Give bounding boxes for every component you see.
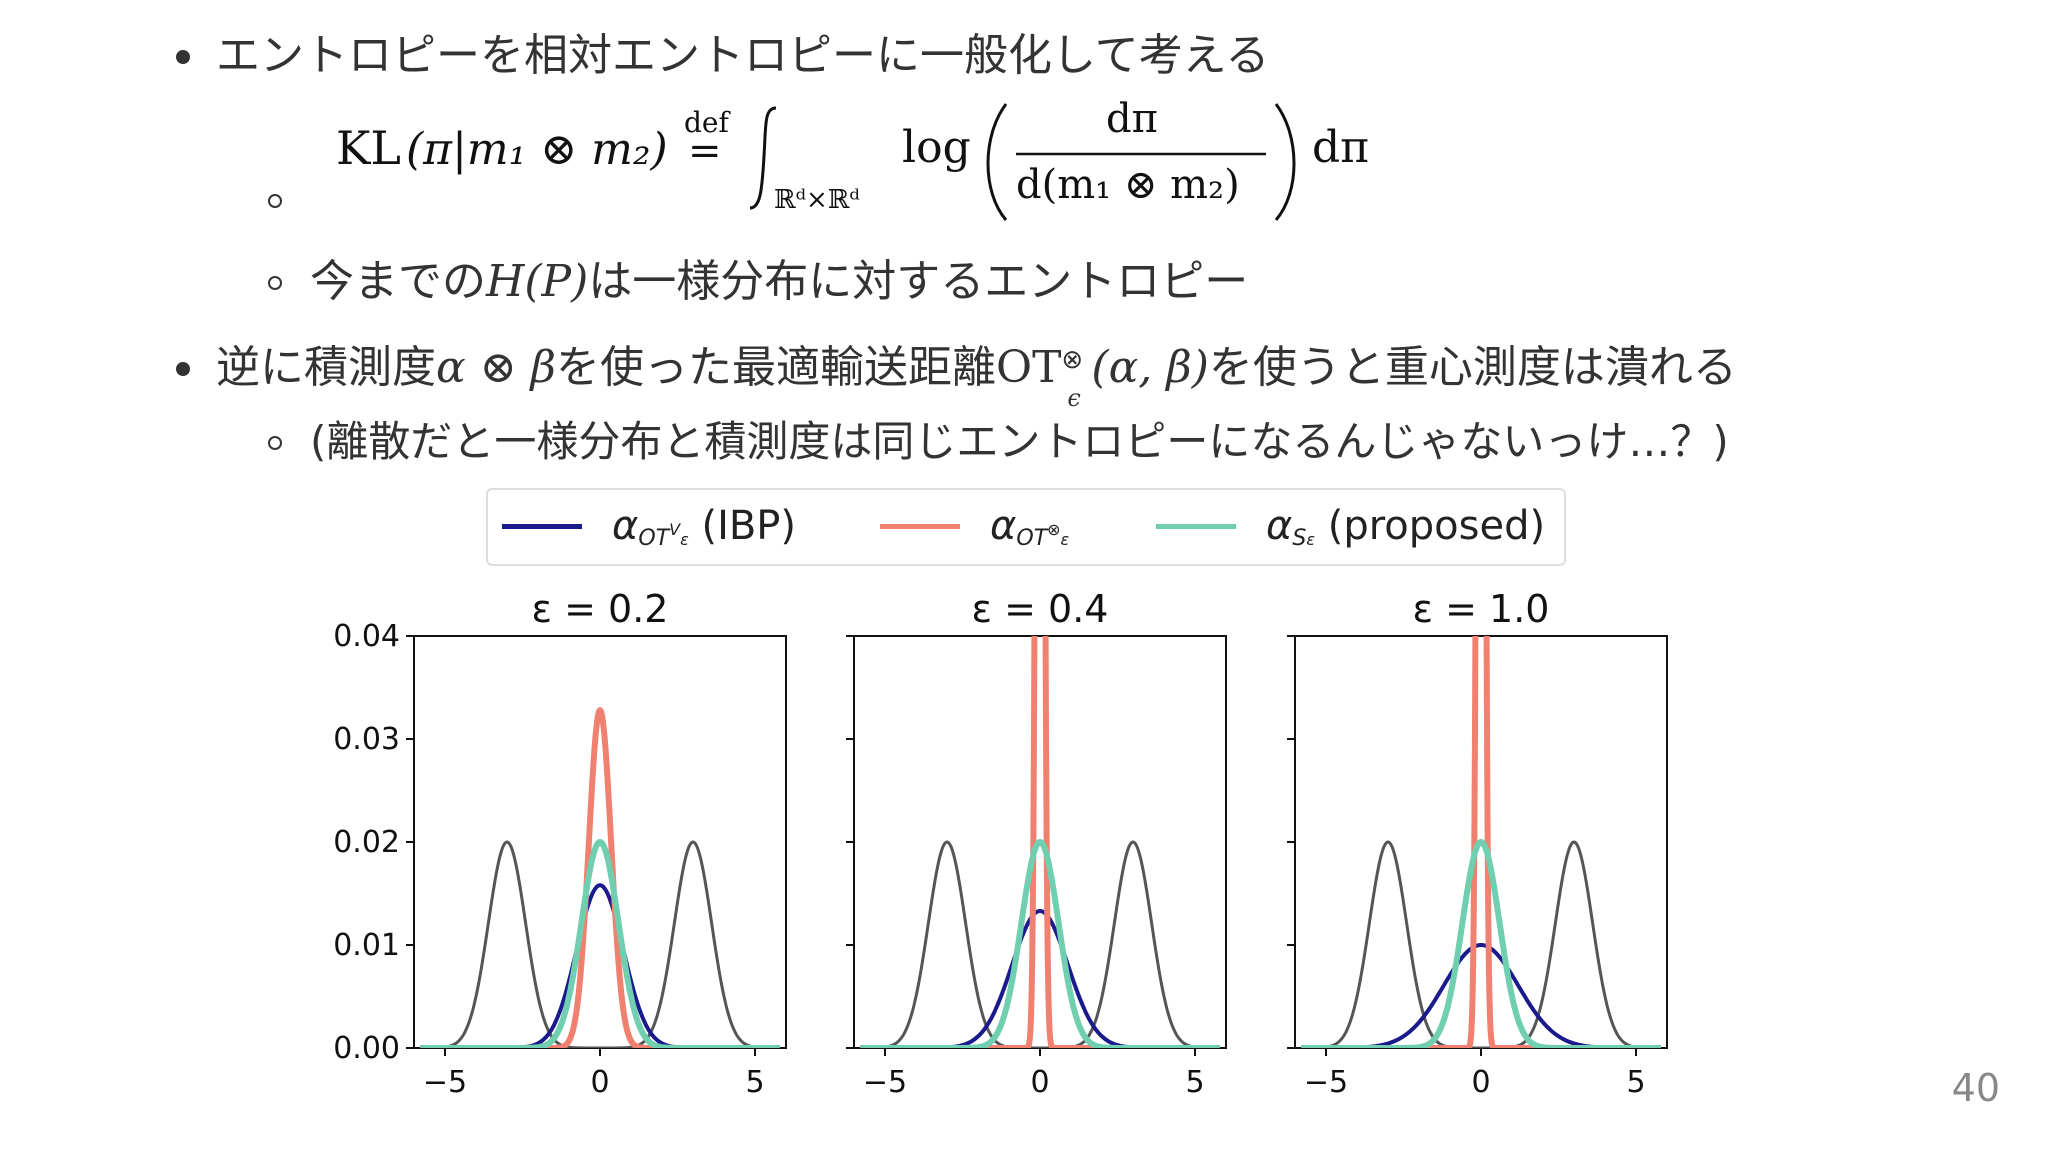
page-number: 40 (1951, 1066, 2000, 1110)
y-tick-label: 0.02 (333, 825, 400, 860)
legend-label-proposed: αSε (proposed) (1266, 503, 1546, 551)
series-line-ibp (858, 909, 1222, 1048)
sub-bullet-2: (離散だと一様分布と積測度は同じエントロピーになるんじゃないっけ…？) (310, 417, 1729, 466)
x-tick-label: 0 (590, 1065, 609, 1100)
bullet-dot (176, 50, 190, 64)
sub1-pre: 今までの (310, 256, 486, 307)
formula-num: dπ (1106, 96, 1158, 142)
kl-formula: KL (π|m₁ ⊗ m₂) def = ℝᵈ×ℝᵈ log dπ d(m₁ ⊗… (336, 96, 1376, 226)
bullet2-mid: を使った最適輸送距離 (556, 342, 996, 393)
formula-eq: = (688, 128, 722, 174)
bullet2-math1: α ⊗ β (436, 342, 556, 393)
y-tick-label: 0.01 (333, 928, 400, 963)
x-tick-label: 0 (1471, 1065, 1490, 1100)
x-tick-label: 5 (1626, 1065, 1645, 1100)
series-line-prod (857, 636, 1223, 1048)
bullet-2-text: 逆に積測度α ⊗ βを使った最適輸送距離OT ⊗ ϵ (α, β)を使うと重心測度は潰… (216, 340, 1737, 412)
formula-kl: KL (336, 121, 401, 175)
formula-log: log (902, 122, 971, 173)
bullet-1-text: エントロピーを相対エントロピーに一般化して考える (216, 30, 1270, 81)
legend-line-prod (880, 524, 960, 529)
paren-right (1274, 103, 1296, 221)
sub1-post: は一様分布に対するエントロピー (588, 256, 1249, 307)
series-line-proposed (857, 839, 1223, 1048)
chart-title: ε = 0.2 (532, 587, 669, 631)
series-line-proposed (417, 839, 783, 1048)
x-tick-label: −5 (423, 1065, 467, 1100)
sub1-math: H(P) (486, 256, 589, 307)
formula-args: (π|m₁ ⊗ m₂) (406, 124, 668, 175)
sub-bullet-ring (268, 436, 282, 450)
x-tick-label: −5 (1304, 1065, 1348, 1100)
bullet2-post: を使うと重心測度は潰れる (1208, 342, 1737, 393)
sub-bullet-ring (268, 276, 282, 290)
chart-legend: αOTVε (IBP) αOT⊗ε αSε (proposed) (486, 488, 1566, 566)
x-tick-label: −5 (863, 1065, 907, 1100)
series-line-gray (859, 840, 1221, 1048)
integral-sign (749, 106, 777, 210)
sub-bullet-1: 今までのH(P)は一様分布に対するエントロピー (310, 254, 1248, 310)
bullet2-sub: ϵ (1067, 384, 1081, 412)
sub-bullet-ring (268, 194, 282, 208)
formula-den: d(m₁ ⊗ m₂) (1016, 162, 1240, 208)
bullet2-args: (α, β) (1091, 342, 1209, 393)
kl-formula-svg: KL (π|m₁ ⊗ m₂) def = ℝᵈ×ℝᵈ log dπ d(m₁ ⊗… (336, 96, 1369, 221)
y-tick-label: 0.04 (333, 619, 400, 654)
series-line-gray (1300, 840, 1662, 1048)
legend-line-proposed (1156, 524, 1236, 529)
formula-def: def (684, 106, 731, 139)
bullet-dot (176, 362, 190, 376)
bullet2-pre: 逆に積測度 (216, 342, 436, 393)
charts-area: ε = 0.2 −5 0 5 0.00 0.01 0.02 0.03 0.04 ε = 0.4 −5… (333, 587, 1668, 1100)
formula-domain: ℝᵈ×ℝᵈ (774, 185, 860, 215)
legend-label-prod: αOT⊗ε (990, 503, 1070, 551)
x-tick-label: 0 (1030, 1065, 1049, 1100)
chart-title: ε = 1.0 (1413, 587, 1550, 631)
bullet2-sup: ⊗ (1061, 345, 1084, 375)
series-line-prod (417, 707, 783, 1048)
bullet2-ot: OT (996, 342, 1062, 393)
x-tick-label: 5 (745, 1065, 764, 1100)
paren-left (986, 103, 1008, 221)
series-line-proposed (1298, 839, 1664, 1048)
series-line-ibp (1299, 943, 1663, 1048)
chart-title: ε = 0.4 (972, 587, 1109, 631)
y-tick-label: 0.03 (333, 722, 400, 757)
legend-label-ibp: αOTVε (IBP) (612, 503, 797, 551)
legend-line-ibp (502, 524, 582, 529)
series-line-prod (1298, 636, 1664, 1048)
formula-tail: dπ (1312, 122, 1369, 173)
series-line-ibp (418, 883, 782, 1048)
y-tick-label: 0.00 (333, 1031, 400, 1066)
x-tick-label: 5 (1185, 1065, 1204, 1100)
series-line-gray (419, 840, 781, 1048)
